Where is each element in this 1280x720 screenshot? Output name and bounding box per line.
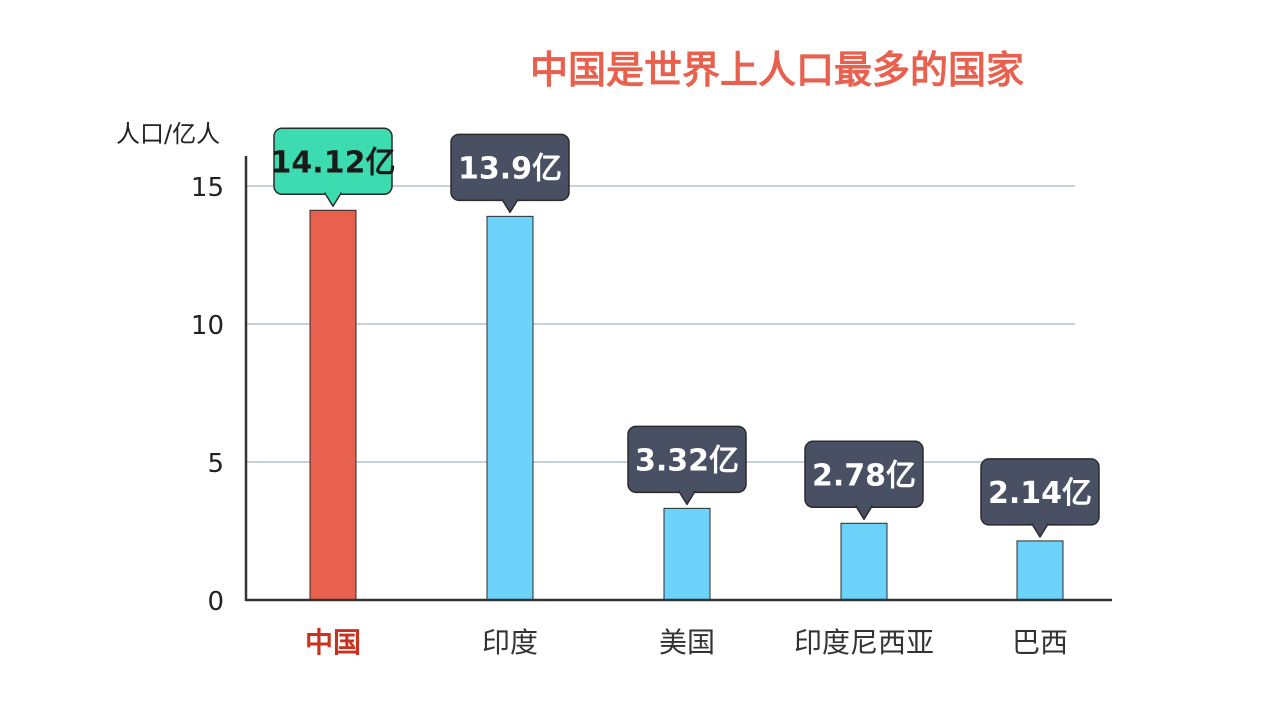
bar xyxy=(1016,540,1064,601)
bar xyxy=(840,522,888,601)
chart-title: 中国是世界上人口最多的国家 xyxy=(530,48,1025,92)
x-tick-label: 美国 xyxy=(659,626,715,659)
data-label-pointer xyxy=(855,505,873,521)
x-tick-label: 印度 xyxy=(482,626,538,659)
x-tick-label: 巴西 xyxy=(1012,626,1068,659)
x-tick-label: 中国 xyxy=(305,626,361,659)
y-tick-label: 15 xyxy=(191,173,224,203)
data-label-pointer xyxy=(678,490,696,506)
data-label-pointer xyxy=(1031,523,1049,538)
data-label: 2.14亿 xyxy=(988,476,1092,511)
data-label: 2.78亿 xyxy=(812,458,916,493)
bar xyxy=(663,507,711,601)
y-tick-label: 10 xyxy=(191,311,224,341)
y-tick-label: 0 xyxy=(207,587,224,617)
y-axis-label: 人口/亿人 xyxy=(116,120,221,148)
bar xyxy=(486,215,534,601)
y-tick-label: 5 xyxy=(207,449,224,479)
data-label-pointer xyxy=(324,192,342,208)
x-tick-label: 印度尼西亚 xyxy=(794,626,934,659)
data-label: 14.12亿 xyxy=(271,145,396,180)
data-label-pointer xyxy=(501,198,519,214)
data-label: 3.32亿 xyxy=(635,443,739,478)
bar xyxy=(309,209,357,601)
data-label: 13.9亿 xyxy=(458,151,562,186)
